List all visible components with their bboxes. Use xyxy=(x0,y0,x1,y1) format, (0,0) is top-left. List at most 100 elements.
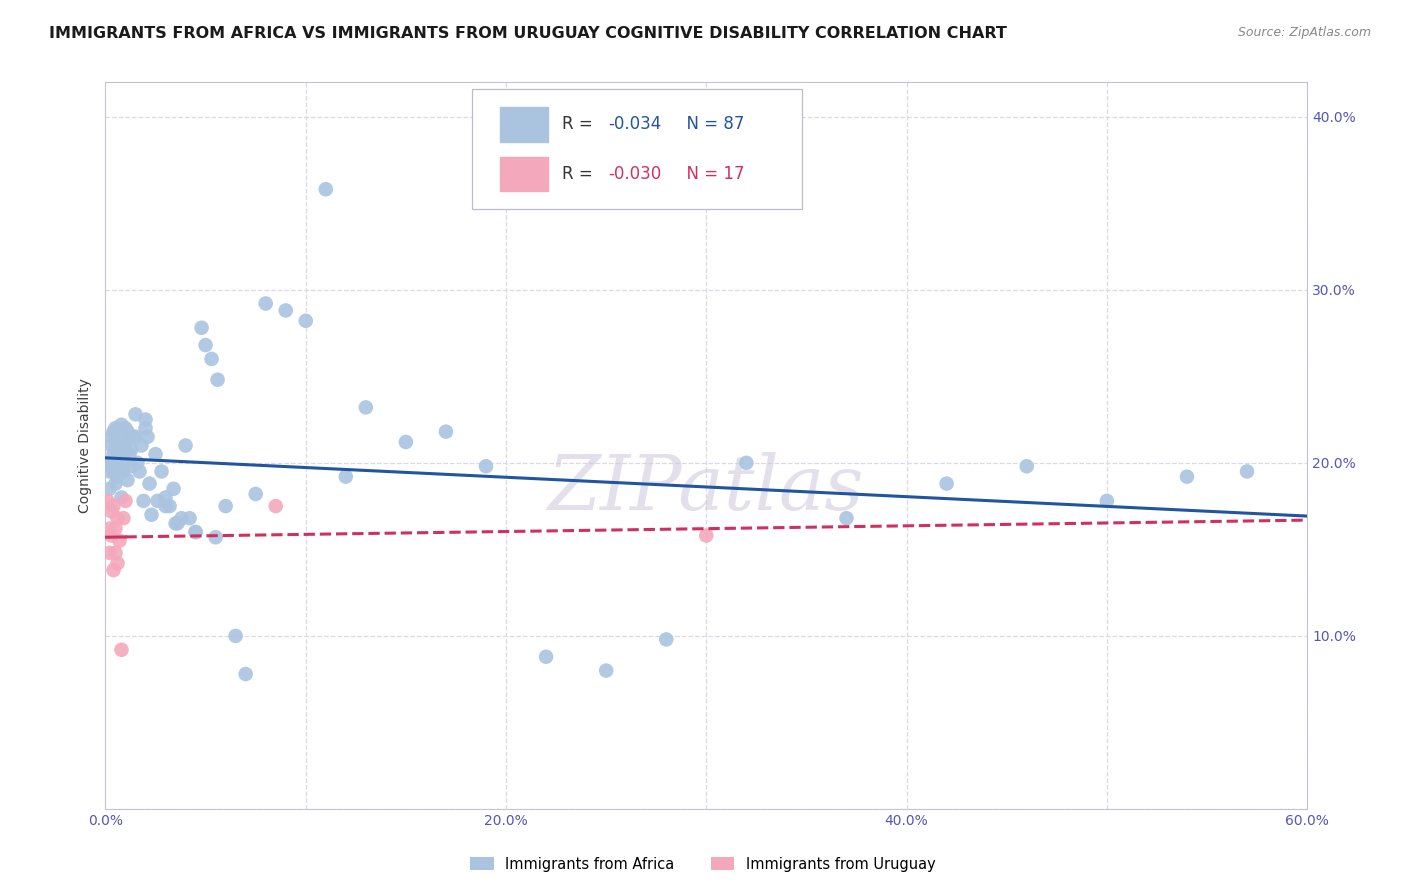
Text: R =: R = xyxy=(562,115,598,134)
Point xyxy=(534,649,557,664)
Point xyxy=(835,511,858,525)
Point xyxy=(132,494,155,508)
Point xyxy=(107,456,129,470)
Point xyxy=(207,373,229,387)
Point xyxy=(118,447,141,461)
Point xyxy=(174,438,197,452)
Point xyxy=(98,522,121,536)
Point xyxy=(159,499,181,513)
Point xyxy=(179,511,201,525)
Point xyxy=(96,494,118,508)
Point xyxy=(114,438,136,452)
Point xyxy=(118,430,141,444)
FancyBboxPatch shape xyxy=(472,89,803,209)
Point xyxy=(108,430,131,444)
Point xyxy=(145,447,167,461)
Point xyxy=(112,465,135,479)
Point xyxy=(110,642,132,657)
Point xyxy=(201,351,224,366)
Point xyxy=(245,487,267,501)
Point xyxy=(110,491,132,505)
Point xyxy=(225,629,247,643)
Point xyxy=(150,465,173,479)
Y-axis label: Cognitive Disability: Cognitive Disability xyxy=(79,378,93,513)
FancyBboxPatch shape xyxy=(499,156,548,192)
Point xyxy=(100,438,122,452)
Point xyxy=(112,511,135,525)
Point xyxy=(695,528,717,542)
Point xyxy=(107,469,129,483)
Point xyxy=(395,435,418,450)
Point xyxy=(117,425,139,439)
Point xyxy=(104,442,127,456)
Point xyxy=(98,482,121,496)
Point xyxy=(254,296,277,310)
Point xyxy=(128,465,150,479)
Point xyxy=(110,417,132,432)
Point xyxy=(104,459,127,474)
Point xyxy=(335,469,357,483)
Point xyxy=(138,476,160,491)
Point xyxy=(103,465,125,479)
Point xyxy=(134,412,156,426)
Point xyxy=(108,533,131,548)
Point xyxy=(98,546,121,560)
Point xyxy=(204,530,226,544)
Point xyxy=(274,303,297,318)
Point xyxy=(104,421,127,435)
Point xyxy=(434,425,457,439)
Point xyxy=(1015,459,1038,474)
Point xyxy=(264,499,287,513)
Point xyxy=(1095,494,1118,508)
Text: IMMIGRANTS FROM AFRICA VS IMMIGRANTS FROM URUGUAY COGNITIVE DISABILITY CORRELATI: IMMIGRANTS FROM AFRICA VS IMMIGRANTS FRO… xyxy=(49,26,1007,41)
Point xyxy=(104,522,127,536)
Text: N = 17: N = 17 xyxy=(676,165,745,183)
Point xyxy=(1175,469,1198,483)
Point xyxy=(108,465,131,479)
Point xyxy=(100,430,122,444)
Point xyxy=(100,456,122,470)
Text: R =: R = xyxy=(562,165,598,183)
Point xyxy=(146,494,169,508)
Text: N = 87: N = 87 xyxy=(676,115,745,134)
Point xyxy=(475,459,498,474)
Point xyxy=(110,438,132,452)
Point xyxy=(103,499,125,513)
Point xyxy=(124,430,146,444)
Point xyxy=(112,447,135,461)
Point xyxy=(1236,465,1258,479)
Point xyxy=(108,447,131,461)
Point xyxy=(214,499,236,513)
Point xyxy=(124,407,146,421)
Point xyxy=(103,425,125,439)
Legend: Immigrants from Africa, Immigrants from Uruguay: Immigrants from Africa, Immigrants from … xyxy=(464,851,942,878)
Point xyxy=(107,556,129,570)
Point xyxy=(121,442,143,456)
Text: -0.034: -0.034 xyxy=(607,115,661,134)
Point xyxy=(134,421,156,435)
Point xyxy=(294,314,316,328)
Point xyxy=(127,456,149,470)
Point xyxy=(655,632,678,647)
Point xyxy=(184,524,207,539)
Point xyxy=(162,482,184,496)
FancyBboxPatch shape xyxy=(499,107,548,142)
Point xyxy=(595,664,617,678)
Point xyxy=(354,401,377,415)
Point xyxy=(190,320,212,334)
Text: Source: ZipAtlas.com: Source: ZipAtlas.com xyxy=(1237,26,1371,39)
Text: ZIPatlas: ZIPatlas xyxy=(548,452,865,526)
Point xyxy=(114,494,136,508)
Point xyxy=(104,546,127,560)
Point xyxy=(194,338,217,352)
Point xyxy=(103,447,125,461)
Point xyxy=(100,528,122,542)
Point xyxy=(114,456,136,470)
Point xyxy=(170,511,193,525)
Point xyxy=(735,456,758,470)
Point xyxy=(107,511,129,525)
Point xyxy=(122,430,145,444)
Point xyxy=(107,435,129,450)
Point xyxy=(155,491,177,505)
Point xyxy=(117,473,139,487)
